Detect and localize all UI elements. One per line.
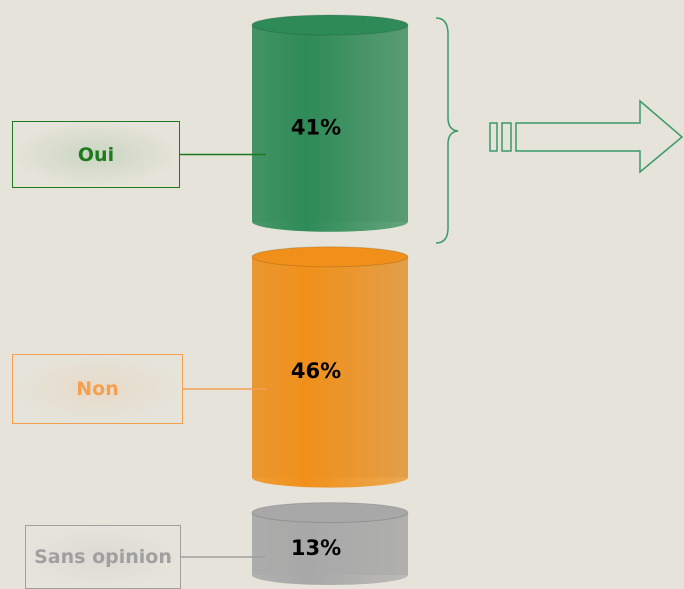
category-label: Non	[12, 354, 183, 424]
value-label: 41%	[291, 115, 341, 139]
arrow-bar	[489, 122, 498, 152]
arrow	[515, 99, 684, 174]
arrow-bar	[501, 122, 512, 152]
cylinder-top	[251, 502, 409, 524]
category-label: Sans opinion	[25, 525, 181, 589]
cylinder-segment	[252, 25, 408, 232]
cylinder-segment	[252, 256, 408, 488]
cylinder-segment	[252, 512, 408, 585]
value-label: 46%	[291, 359, 341, 383]
cylinder-top	[251, 14, 409, 36]
value-label: 13%	[291, 536, 341, 560]
category-label: Oui	[12, 121, 180, 188]
cylinder-top	[251, 246, 409, 268]
brace	[435, 17, 459, 244]
